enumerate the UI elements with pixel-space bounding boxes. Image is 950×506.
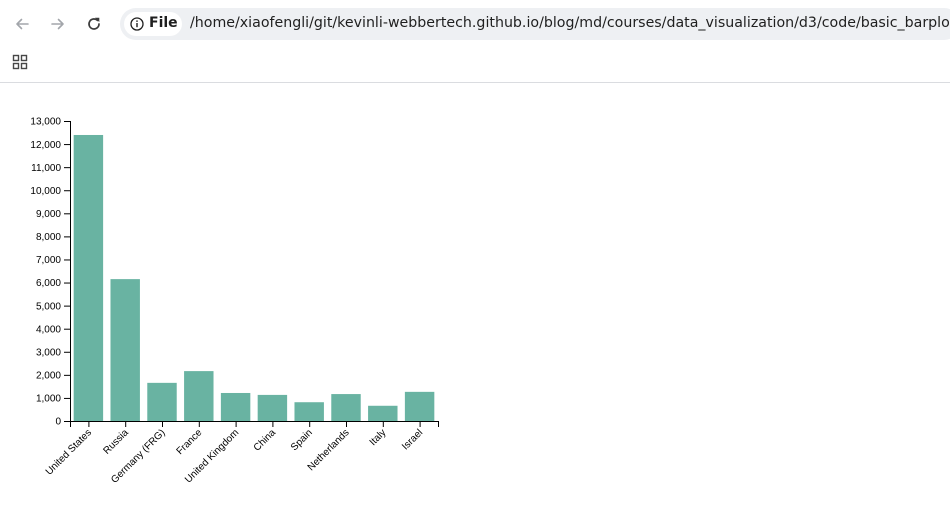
reload-button[interactable] <box>82 12 106 36</box>
bookmarks-bar <box>0 48 950 83</box>
bar-4 <box>220 392 251 421</box>
x-tick-label: France <box>175 427 205 457</box>
info-icon <box>130 17 144 31</box>
apps-button[interactable] <box>12 54 28 70</box>
chart-container: 0 1,000 2,000 3,000 4,000 5,000 6,000 7,000 8,00… <box>0 83 460 493</box>
x-tick-label: United States <box>44 427 94 477</box>
bar-chart: 0 1,000 2,000 3,000 4,000 5,000 6,000 7,000 8,00… <box>30 117 439 486</box>
browser-toolbar: File /home/xiaofengli/git/kevinli-webber… <box>0 0 950 48</box>
bar-5 <box>257 394 288 421</box>
bar-2 <box>147 382 177 421</box>
y-tick-label: 5,000 <box>36 301 61 312</box>
x-tick-label: Spain <box>289 427 315 453</box>
apps-grid-icon <box>12 54 28 70</box>
file-scheme-label: File <box>149 15 178 31</box>
bar-9 <box>404 391 435 421</box>
reload-icon <box>88 17 100 30</box>
x-axis-line <box>70 421 439 427</box>
y-tick-label: 7,000 <box>36 255 61 266</box>
y-axis-line <box>64 121 71 422</box>
y-tick-label: 1,000 <box>36 394 61 405</box>
site-info-chip[interactable]: File <box>124 12 182 36</box>
bar-3 <box>184 371 214 421</box>
bar-7 <box>331 394 361 421</box>
bars-group <box>73 134 435 422</box>
bar-0 <box>73 134 104 422</box>
plot-area: 0 1,000 2,000 3,000 4,000 5,000 6,000 7,000 8,00… <box>30 117 439 486</box>
y-tick-label: 11,000 <box>31 163 61 174</box>
x-tick-label: Russia <box>101 427 131 457</box>
forward-button[interactable] <box>46 12 70 36</box>
y-tick-label: 2,000 <box>36 371 61 382</box>
y-tick-label: 12,000 <box>30 140 61 151</box>
y-tick-label: 0 <box>55 417 61 428</box>
bar-1 <box>110 279 140 421</box>
y-tick-label: 10,000 <box>30 186 61 197</box>
url-text[interactable]: /home/xiaofengli/git/kevinli-webbertech.… <box>190 15 950 31</box>
bar-6 <box>294 402 324 421</box>
back-button[interactable] <box>10 12 34 36</box>
y-tick-label: 6,000 <box>36 278 61 289</box>
address-bar[interactable]: File /home/xiaofengli/git/kevinli-webber… <box>120 8 950 40</box>
y-tick-label: 13,000 <box>30 117 61 128</box>
arrow-left-icon <box>16 18 29 30</box>
y-tick-label: 9,000 <box>36 209 61 220</box>
y-axis: 0 1,000 2,000 3,000 4,000 5,000 6,000 7,000 8,00… <box>30 117 71 428</box>
y-tick-label: 3,000 <box>36 347 61 358</box>
bar-8 <box>368 405 398 421</box>
x-tick-label: Italy <box>368 427 389 448</box>
y-tick-label: 4,000 <box>36 324 61 335</box>
y-tick-label: 8,000 <box>36 232 61 243</box>
x-tick-label: Israel <box>400 427 425 452</box>
arrow-right-icon <box>51 18 64 30</box>
x-tick-label: China <box>252 427 279 454</box>
